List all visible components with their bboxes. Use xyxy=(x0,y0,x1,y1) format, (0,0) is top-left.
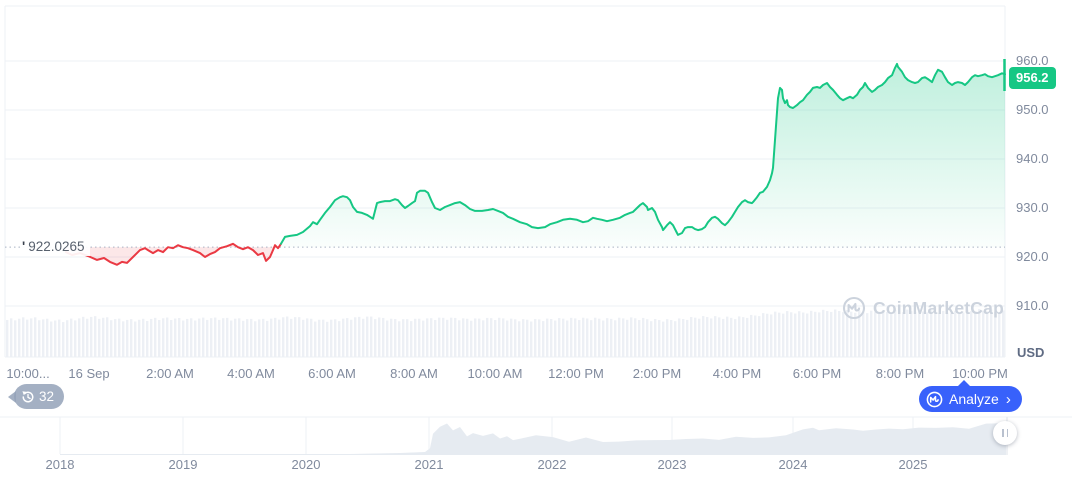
watermark: CoinMarketCap xyxy=(842,296,1004,320)
area-fill-up xyxy=(281,63,1005,248)
baseline-price-value: 922.0265 xyxy=(28,239,85,254)
x-tick-label: 6:00 AM xyxy=(308,366,356,381)
baseline-price-label: ' 922.0265 xyxy=(20,238,90,256)
coinmarketcap-logo-icon xyxy=(926,391,943,407)
navigator-year-label: 2023 xyxy=(657,457,687,472)
y-tick-label: 910.0 xyxy=(1016,298,1049,313)
x-tick-label: 16 Sep xyxy=(68,366,110,381)
navigator-year-label: 2020 xyxy=(291,457,321,472)
navigator-area[interactable] xyxy=(60,423,1006,455)
currency-label: USD xyxy=(1017,345,1045,360)
price-line-up xyxy=(280,62,1006,245)
history-count: 32 xyxy=(39,389,55,404)
x-tick-label: 8:00 PM xyxy=(875,366,925,381)
area-fill-down xyxy=(66,243,281,265)
navigator-handle[interactable] xyxy=(993,421,1017,445)
coinmarketcap-logo-icon xyxy=(842,296,866,320)
navigator-year-label: 2025 xyxy=(898,457,928,472)
baseline-tick-mark: ' xyxy=(22,239,26,254)
last-price-badge: 956.2 xyxy=(1009,67,1056,89)
clock-history-icon xyxy=(22,390,34,402)
navigator-year-label: 2022 xyxy=(537,457,567,472)
x-tick-label: 12:00 PM xyxy=(548,366,604,381)
history-count-badge[interactable]: 32 xyxy=(8,384,65,409)
x-tick-label: 4:00 PM xyxy=(712,366,762,381)
y-tick-label: 960.0 xyxy=(1016,53,1049,68)
chevron-right-icon: › xyxy=(1005,390,1011,408)
badge-pointer xyxy=(8,391,16,403)
x-tick-label: 8:00 AM xyxy=(390,366,438,381)
watermark-text: CoinMarketCap xyxy=(873,297,1004,318)
x-tick-label: 10:00 PM xyxy=(952,366,1008,381)
navigator-year-label: 2018 xyxy=(45,457,75,472)
x-tick-label: 2:00 AM xyxy=(146,366,194,381)
navigator-year-label: 2019 xyxy=(168,457,198,472)
y-tick-label: 950.0 xyxy=(1016,102,1049,117)
x-tick-label: 4:00 AM xyxy=(227,366,275,381)
x-tick-label: 10:00 AM xyxy=(467,366,523,381)
y-tick-label: 930.0 xyxy=(1016,200,1049,215)
price-line-down xyxy=(65,242,282,266)
analyze-button[interactable]: Analyze › xyxy=(919,380,1022,412)
navigator-year-label: 2024 xyxy=(778,457,808,472)
analyze-label: Analyze xyxy=(949,391,999,407)
volume-bars xyxy=(6,309,1005,357)
y-tick-label: 920.0 xyxy=(1016,249,1049,264)
x-tick-label: 10:00... xyxy=(6,366,50,381)
x-tick-label: 2:00 PM xyxy=(632,366,682,381)
navigator-year-label: 2021 xyxy=(414,457,444,472)
x-tick-label: 6:00 PM xyxy=(792,366,842,381)
y-tick-label: 940.0 xyxy=(1016,151,1049,166)
analyze-button-pointer xyxy=(957,380,971,387)
